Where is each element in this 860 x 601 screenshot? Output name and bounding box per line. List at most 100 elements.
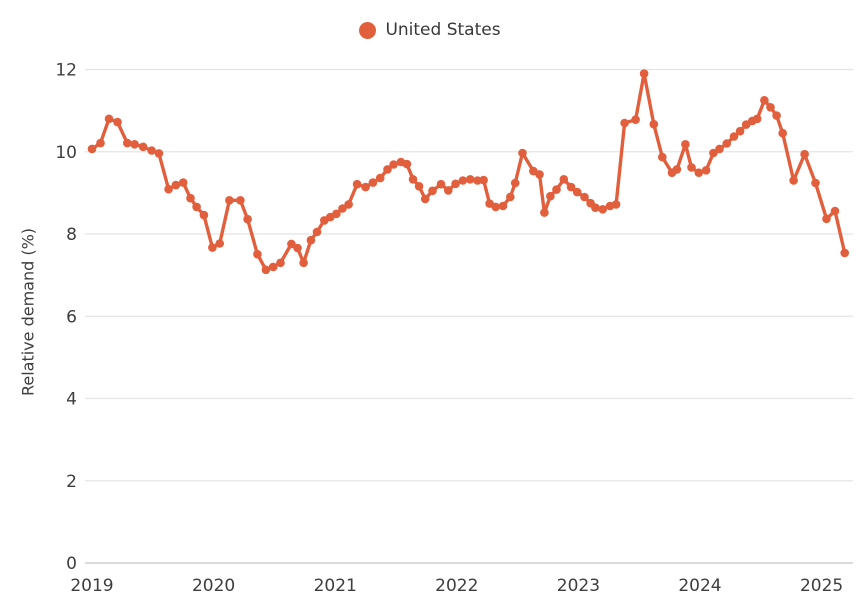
data-point[interactable]	[332, 209, 341, 219]
data-point[interactable]	[104, 114, 114, 124]
legend-label: United States	[385, 20, 501, 40]
data-point[interactable]	[694, 168, 704, 177]
data-point[interactable]	[186, 193, 195, 203]
x-tick-label: 2020	[192, 576, 235, 596]
data-point[interactable]	[444, 186, 453, 195]
data-point[interactable]	[428, 186, 437, 196]
data-point[interactable]	[729, 132, 739, 141]
data-point[interactable]	[709, 148, 718, 158]
data-point[interactable]	[293, 243, 302, 253]
data-point[interactable]	[261, 265, 271, 275]
data-point[interactable]	[368, 178, 378, 187]
data-point[interactable]	[287, 239, 296, 249]
data-point[interactable]	[546, 191, 555, 201]
data-point[interactable]	[215, 239, 224, 248]
data-point[interactable]	[598, 205, 607, 214]
data-point[interactable]	[591, 203, 600, 212]
data-point[interactable]	[253, 249, 262, 259]
data-point[interactable]	[451, 179, 460, 189]
data-point[interactable]	[243, 214, 252, 224]
data-point[interactable]	[830, 206, 840, 216]
data-point[interactable]	[414, 182, 424, 191]
data-point[interactable]	[276, 258, 285, 268]
data-point[interactable]	[87, 144, 97, 154]
data-point[interactable]	[752, 114, 762, 124]
data-point[interactable]	[789, 176, 798, 185]
data-point[interactable]	[465, 175, 475, 184]
data-point[interactable]	[130, 140, 139, 149]
data-point[interactable]	[491, 202, 501, 212]
data-point[interactable]	[344, 200, 353, 209]
legend[interactable]: United States	[0, 20, 860, 40]
data-point[interactable]	[225, 196, 234, 205]
y-tick-label: 0	[66, 554, 77, 574]
data-point[interactable]	[518, 148, 527, 158]
data-point[interactable]	[199, 210, 209, 220]
data-point[interactable]	[408, 175, 418, 184]
data-point[interactable]	[822, 214, 831, 224]
data-point[interactable]	[506, 192, 515, 202]
data-point[interactable]	[436, 179, 446, 189]
data-point[interactable]	[96, 138, 105, 148]
data-point[interactable]	[620, 118, 629, 128]
data-point[interactable]	[580, 192, 589, 202]
data-point[interactable]	[559, 175, 569, 184]
data-point[interactable]	[611, 200, 621, 209]
data-point[interactable]	[171, 180, 181, 190]
data-point[interactable]	[383, 165, 392, 174]
data-point[interactable]	[236, 196, 245, 205]
data-point[interactable]	[402, 159, 412, 169]
data-point[interactable]	[540, 208, 549, 217]
data-point[interactable]	[715, 144, 724, 154]
data-point[interactable]	[123, 138, 132, 148]
data-point[interactable]	[735, 126, 745, 136]
data-point[interactable]	[649, 119, 659, 129]
data-point[interactable]	[681, 140, 690, 149]
data-point[interactable]	[389, 160, 398, 169]
data-point[interactable]	[722, 139, 732, 148]
data-point[interactable]	[420, 194, 430, 204]
data-point[interactable]	[479, 175, 488, 185]
x-tick-label: 2022	[435, 576, 478, 596]
data-point[interactable]	[147, 146, 156, 155]
data-point[interactable]	[312, 227, 322, 237]
data-point[interactable]	[552, 185, 561, 194]
data-point[interactable]	[458, 176, 468, 185]
data-point[interactable]	[192, 202, 201, 212]
data-point[interactable]	[639, 69, 649, 78]
y-tick-label: 4	[66, 390, 77, 410]
data-point[interactable]	[510, 178, 520, 188]
data-point[interactable]	[760, 96, 769, 105]
data-point[interactable]	[113, 117, 122, 127]
data-point[interactable]	[566, 182, 576, 192]
data-point[interactable]	[268, 262, 278, 272]
data-point[interactable]	[178, 178, 188, 187]
data-point[interactable]	[306, 235, 316, 245]
data-point[interactable]	[658, 152, 667, 162]
data-point[interactable]	[800, 149, 809, 159]
data-point[interactable]	[299, 258, 308, 268]
data-point[interactable]	[766, 103, 775, 112]
data-point[interactable]	[352, 179, 362, 189]
data-point[interactable]	[361, 182, 370, 192]
data-point[interactable]	[778, 128, 787, 138]
data-point[interactable]	[164, 184, 173, 194]
data-point[interactable]	[154, 149, 164, 158]
data-point[interactable]	[208, 243, 217, 252]
data-point[interactable]	[498, 201, 508, 211]
data-point[interactable]	[672, 165, 682, 174]
data-point[interactable]	[701, 166, 711, 175]
data-point[interactable]	[631, 115, 640, 124]
data-point[interactable]	[535, 170, 544, 179]
data-point[interactable]	[687, 163, 696, 172]
data-point[interactable]	[473, 176, 482, 185]
data-point[interactable]	[338, 204, 347, 213]
x-tick-label: 2024	[678, 576, 721, 596]
data-point[interactable]	[811, 178, 820, 188]
data-point[interactable]	[375, 173, 385, 183]
y-tick-label: 6	[66, 307, 77, 327]
data-point[interactable]	[840, 248, 849, 258]
data-point[interactable]	[772, 111, 781, 120]
data-point[interactable]	[138, 142, 148, 152]
data-point[interactable]	[572, 187, 582, 197]
